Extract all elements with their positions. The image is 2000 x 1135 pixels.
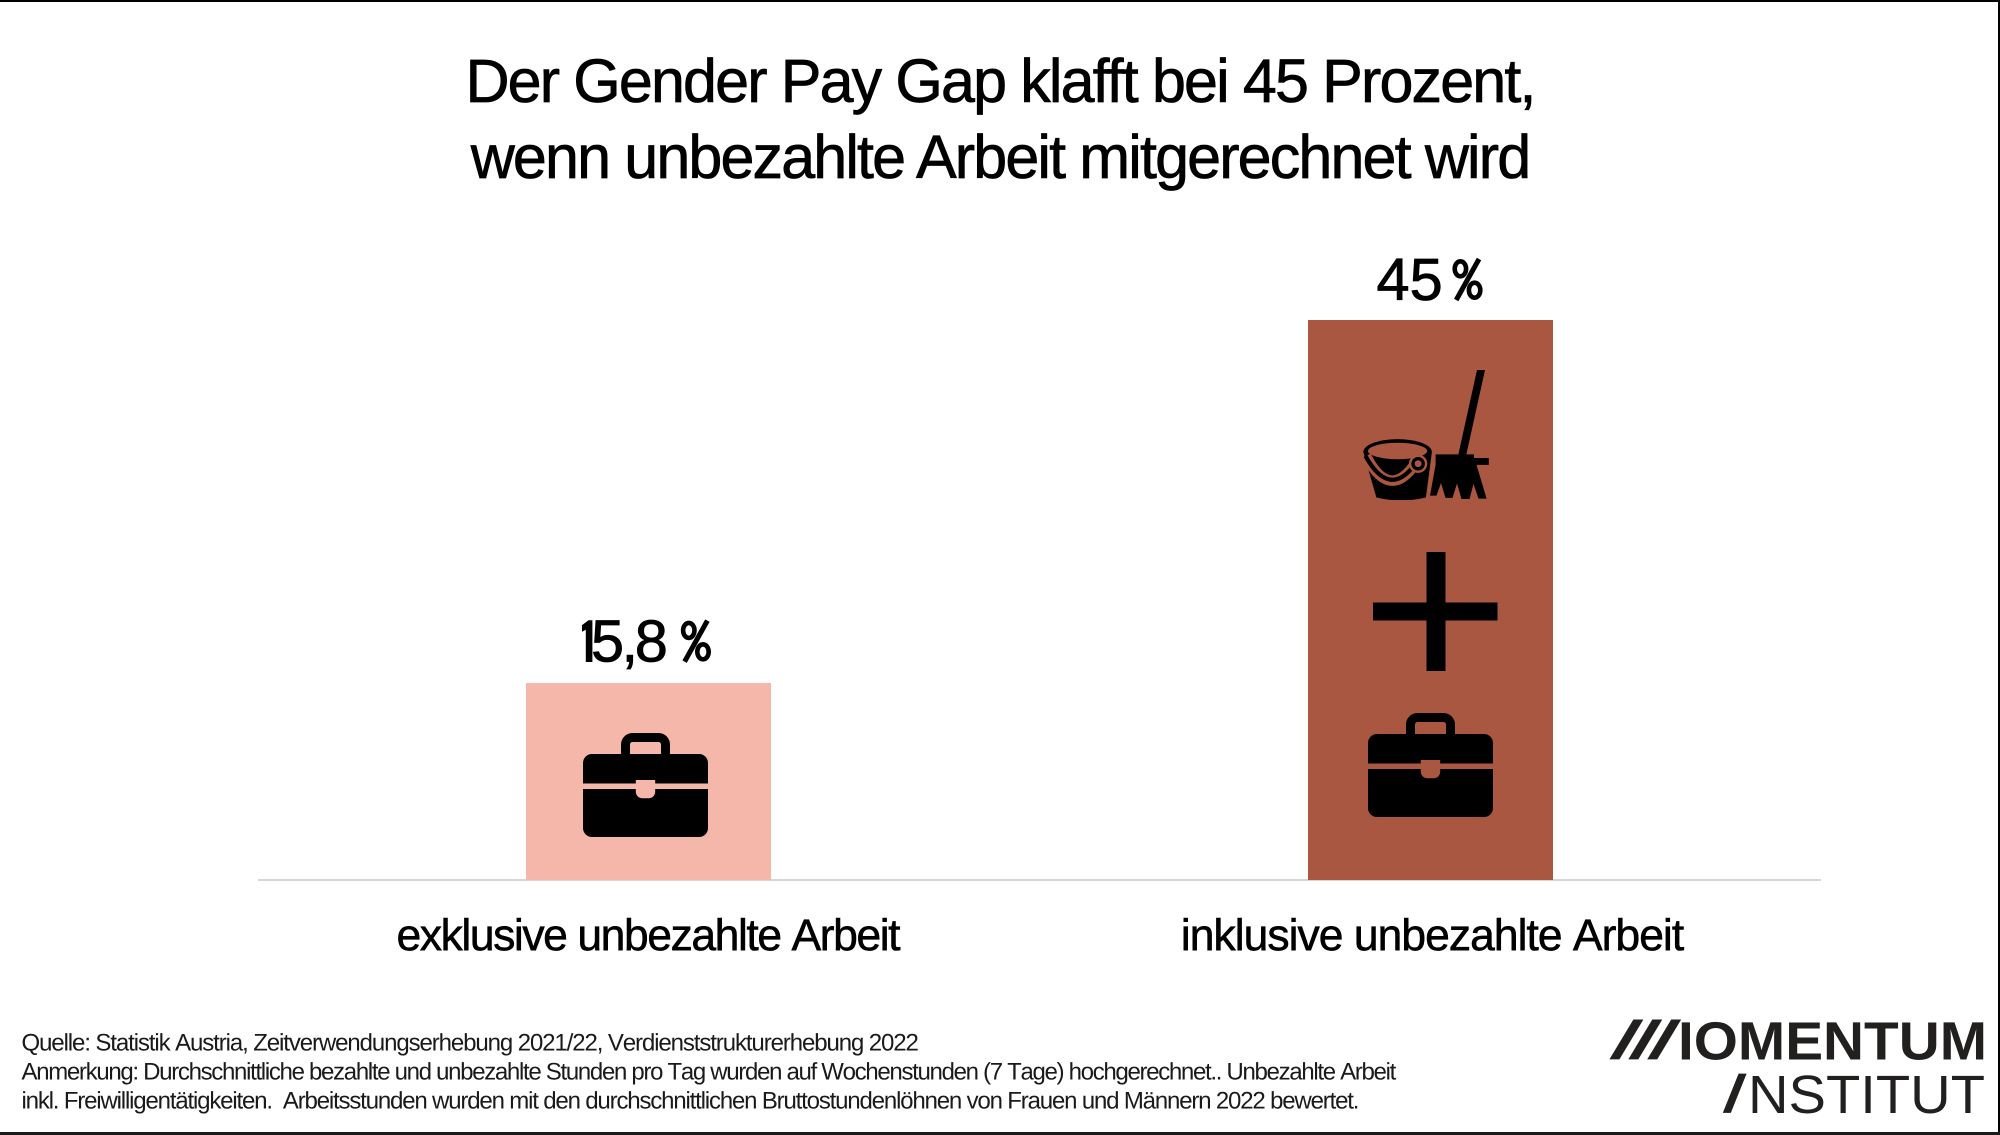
svg-text:NSTITUT: NSTITUT: [1748, 1065, 1985, 1124]
svg-text:45: 45: [1377, 246, 1443, 313]
svg-text:5,8: 5,8: [591, 608, 668, 675]
svg-text:IOMENTUM: IOMENTUM: [1678, 1012, 1987, 1071]
